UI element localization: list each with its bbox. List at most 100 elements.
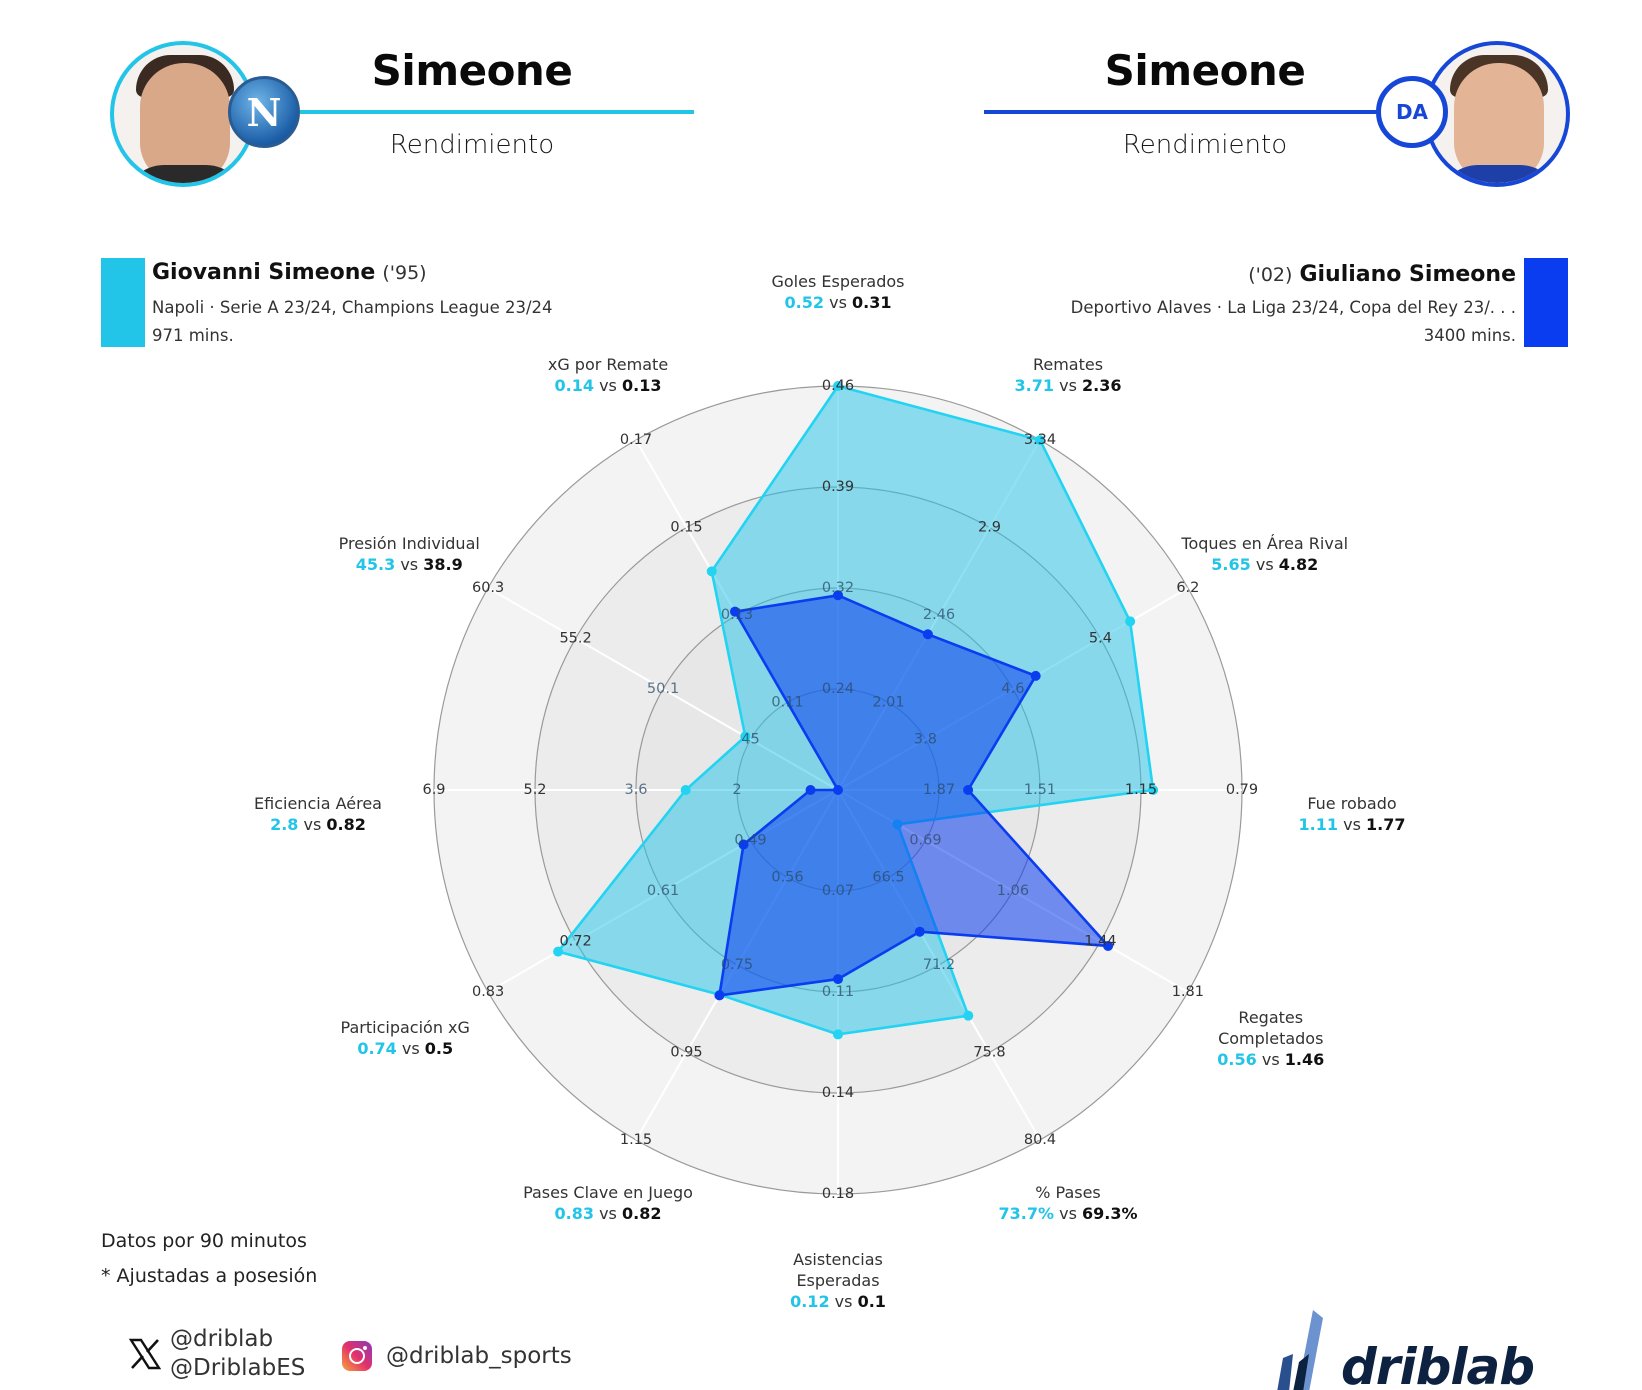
tick-label: 5.4 [1089, 631, 1112, 647]
tick-label: 80.4 [1024, 1132, 1056, 1148]
vs-separator: vs [395, 555, 424, 574]
axis-label-values: 3.71 vs 2.36 [1015, 375, 1122, 396]
instagram-icon [342, 1341, 372, 1371]
axis-label-title: Toques en Área Rival [1181, 534, 1349, 553]
vs-separator: vs [594, 1203, 622, 1223]
value-giuliano: 0.82 [326, 815, 366, 834]
data-point [714, 990, 725, 1001]
data-point [740, 731, 751, 742]
vs-separator: vs [594, 376, 622, 396]
tick-label: 60.3 [472, 580, 504, 596]
value-giuliano: 1.77 [1365, 815, 1406, 834]
vs-separator: vs [1054, 1203, 1082, 1223]
axis-label-values: 0.56 vs 1.46 [1217, 1049, 1324, 1070]
axis-label: Regates Completados 0.56 vs 1.46 [1217, 1007, 1324, 1070]
social-instagram[interactable]: @driblab_sports [342, 1341, 572, 1371]
value-giovanni: 0.52 [784, 293, 825, 312]
axis-label-values: 45.3 vs 38.9 [339, 554, 480, 575]
value-giuliano: 2.36 [1081, 376, 1122, 396]
right-title: Simeone [1104, 46, 1306, 95]
axis-label-title-2: Completados [1218, 1028, 1324, 1048]
vs-separator: vs [396, 1039, 425, 1058]
data-point [833, 974, 843, 985]
radar-tick-labels: 0.24 0.32 0.39 0.46 2.01 2.46 2.9 3.34 3.8 4.6 5.4… [422, 378, 1258, 1202]
alaves-badge-icon: DA [1376, 76, 1448, 148]
axis-label-title: Eficiencia Aérea [254, 794, 382, 813]
tick-label: 2.9 [978, 520, 1001, 536]
legend-swatch-cyan [101, 258, 145, 347]
axis-label-values: 73.7% vs 69.3% [998, 1203, 1137, 1224]
tick-label: 0.95 [670, 1044, 702, 1060]
tick-label: 6.2 [1176, 580, 1199, 596]
tick-label: 0.61 [647, 883, 679, 899]
axis-label-values: 2.8 vs 0.82 [254, 814, 382, 835]
axis-label: Presión Individual 45.3 vs 38.9 [339, 533, 480, 575]
value-giuliano: 0.13 [621, 376, 662, 396]
data-point [1103, 940, 1114, 951]
tick-label: 0.75 [721, 957, 753, 973]
axis-label-title: Remates [1032, 355, 1104, 375]
value-giuliano: 4.82 [1278, 555, 1319, 574]
left-subtitle: Rendimiento [389, 130, 555, 160]
x-handle-primary[interactable]: @driblab [170, 1326, 274, 1352]
shirt-shape [1438, 165, 1560, 183]
tick-label: 66.5 [872, 869, 904, 885]
axis-label-title: Asistencias [793, 1249, 883, 1269]
data-point [1125, 616, 1136, 627]
x-handle-secondary[interactable]: @DriblabES [170, 1355, 306, 1381]
tick-label: 0.18 [822, 1186, 854, 1202]
data-point [729, 606, 740, 617]
axis-label-title: Pases Clave en Juego [523, 1182, 693, 1202]
axis-label-values: 0.52 vs 0.31 [771, 292, 904, 313]
axis-label: % Pases 73.7% vs 69.3% [998, 1182, 1137, 1224]
tick-label: 0.49 [734, 833, 766, 849]
tick-label: 0.83 [472, 984, 504, 1000]
axis-label-values: 0.83 vs 0.82 [523, 1203, 693, 1224]
tick-label: 0.69 [909, 833, 941, 849]
axis-label-values: 5.65 vs 4.82 [1181, 554, 1348, 575]
axis-label: Eficiencia Aérea 2.8 vs 0.82 [254, 793, 382, 835]
tick-label: 55.2 [559, 631, 591, 647]
axis-label-values: 0.74 vs 0.5 [341, 1038, 470, 1059]
vs-separator: vs [1256, 1049, 1285, 1069]
value-giuliano: 0.5 [424, 1039, 454, 1058]
data-point [1035, 435, 1045, 446]
legend-swatch-blue [1524, 258, 1568, 347]
tick-label: 0.14 [822, 1085, 854, 1101]
value-giovanni: 73.7% [998, 1203, 1055, 1223]
axis-label: xG por Remate 0.14 vs 0.13 [548, 354, 668, 396]
tick-label: 3.6 [624, 782, 647, 798]
axis-label-title: Regates [1238, 1007, 1304, 1027]
driblab-mark-icon [1275, 1310, 1335, 1390]
vs-separator: vs [298, 815, 327, 834]
data-point [963, 1010, 974, 1021]
right-accent-rule [984, 110, 1384, 114]
note-possession: * Ajustadas a posesión [101, 1265, 318, 1287]
value-giovanni: 1.11 [1298, 815, 1339, 834]
data-point [680, 785, 691, 795]
right-subtitle: Rendimiento [1122, 130, 1288, 160]
instagram-handle[interactable]: @driblab_sports [386, 1342, 572, 1369]
tick-label: 6.9 [422, 782, 445, 798]
tick-label: 0.11 [771, 695, 803, 711]
axis-label: Fue robado 1.11 vs 1.77 [1299, 793, 1406, 835]
axis-label: Goles Esperados 0.52 vs 0.31 [771, 271, 904, 313]
value-giovanni: 45.3 [355, 555, 396, 574]
napoli-badge-icon: N [228, 76, 300, 148]
axis-label-title: Participación xG [340, 1018, 470, 1037]
data-point [833, 590, 843, 601]
data-point [833, 381, 843, 391]
value-giuliano: 38.9 [423, 555, 463, 574]
value-giovanni: 0.56 [1217, 1049, 1257, 1069]
value-giovanni: 0.12 [790, 1291, 830, 1311]
data-point [833, 785, 843, 795]
axis-label-values: 0.14 vs 0.13 [548, 375, 668, 396]
tick-label: 2.01 [872, 695, 904, 711]
value-giuliano: 0.1 [857, 1291, 886, 1311]
axis-label-values: 0.12 vs 0.1 [790, 1291, 886, 1312]
axis-label: Pases Clave en Juego 0.83 vs 0.82 [523, 1182, 693, 1224]
tick-label: 0.32 [822, 580, 854, 596]
tick-label: 0.15 [670, 520, 702, 536]
axis-label-title-2: Esperadas [796, 1270, 880, 1290]
social-x[interactable]: @driblab @DriblabES [128, 1325, 305, 1383]
